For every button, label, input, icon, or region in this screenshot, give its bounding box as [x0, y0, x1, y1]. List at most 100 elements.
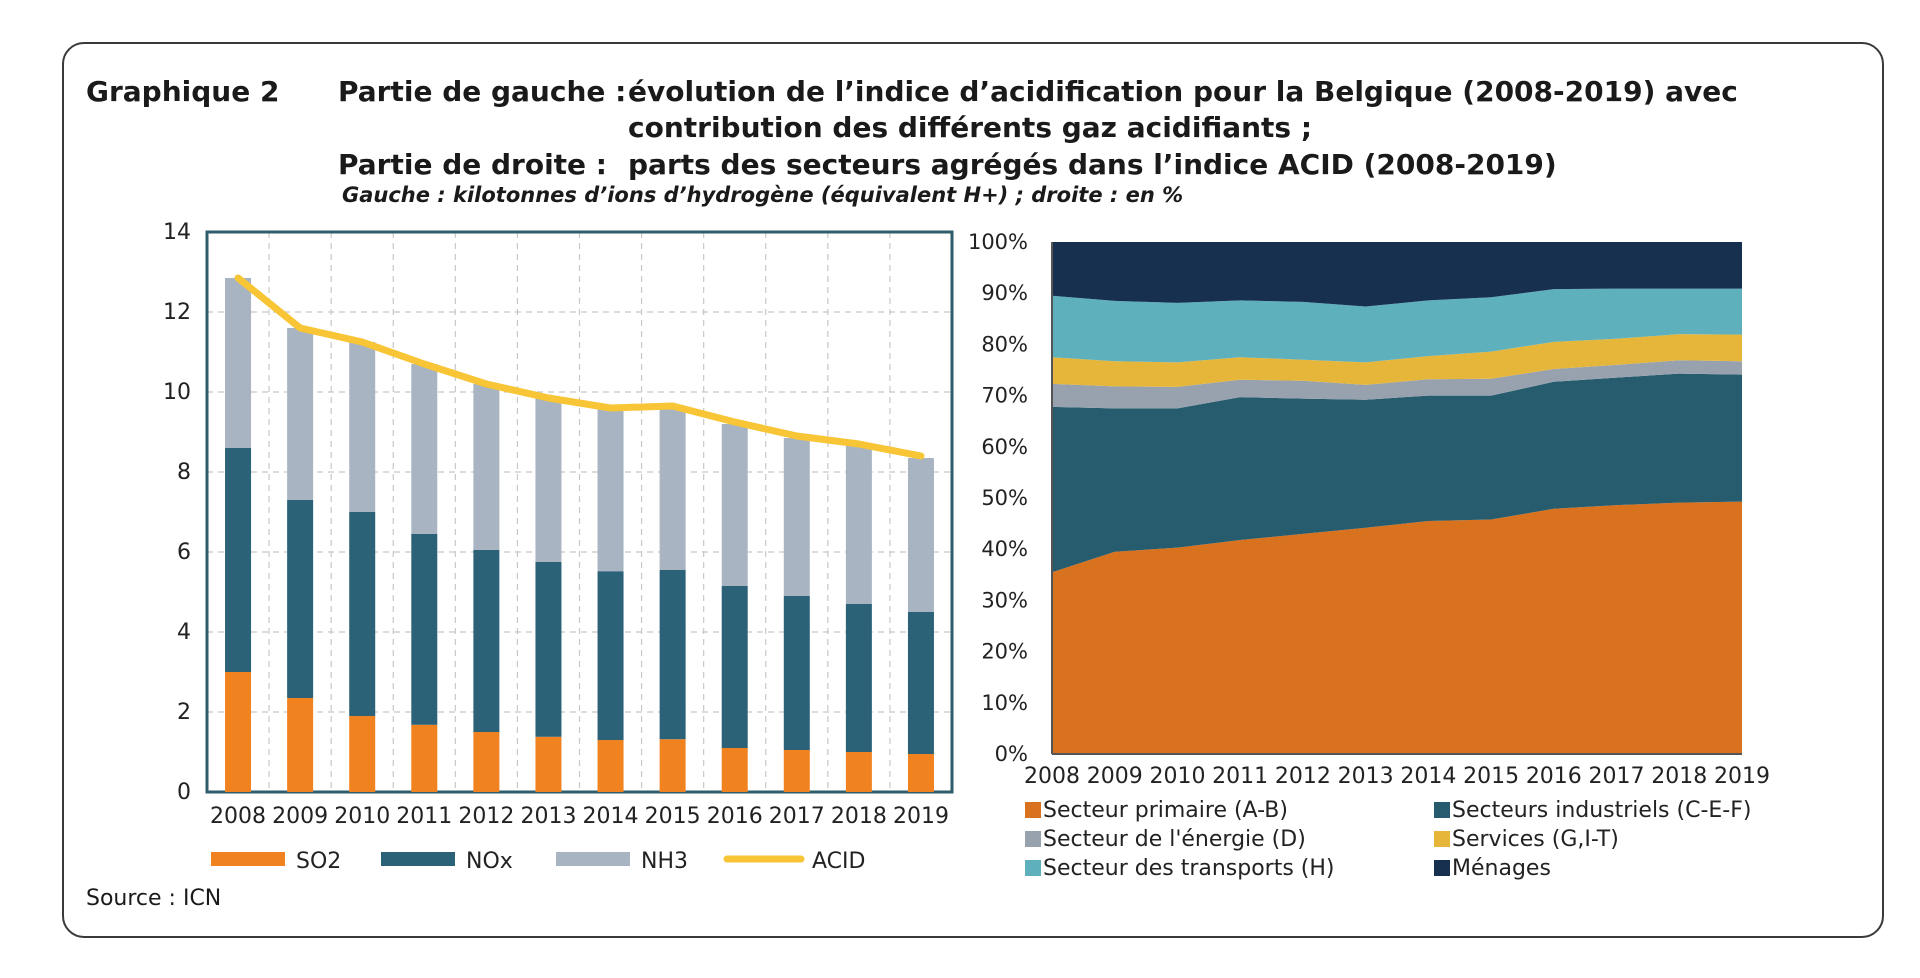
- area-menages: [1052, 242, 1742, 307]
- bar-nh3-2015: [659, 408, 686, 570]
- x-tick-label: 2010: [1149, 764, 1205, 789]
- x-tick-label: 2009: [1087, 764, 1143, 789]
- y-tick-label: 4: [177, 620, 191, 645]
- legend-label-nox: NOx: [466, 849, 513, 874]
- bar-nh3-2016: [721, 424, 748, 586]
- left-part-title-line2: contribution des différents gaz acidifia…: [628, 111, 1313, 144]
- acid-line: [234, 274, 925, 460]
- legend-label-services: Services (G,I-T): [1452, 827, 1619, 852]
- bar-nh3-2009: [287, 328, 314, 500]
- area-services: [1052, 334, 1742, 387]
- y-tick-label: 10: [163, 380, 191, 405]
- y-tick-label: 6: [177, 540, 191, 565]
- bar-so2-2011: [411, 724, 438, 792]
- bar-nh3-2010: [349, 342, 376, 512]
- bar-nox-2009: [287, 500, 314, 698]
- x-tick-label: 2013: [520, 804, 576, 829]
- legend-swatch-menages: [1434, 860, 1450, 876]
- bar-nox-2014: [597, 571, 624, 740]
- sector-share-area-chart: 0% 10% 20% 30% 40% 50% 60% 70% 80% 90% 100% 2008 200…: [968, 230, 1770, 881]
- x-tick-label: 2015: [1463, 764, 1519, 789]
- bar-nh3-2018: [845, 446, 872, 604]
- bar-so2-2014: [597, 740, 624, 792]
- legend-label-energie: Secteur de l'énergie (D): [1043, 827, 1306, 852]
- bar-so2-2015: [659, 739, 686, 792]
- bar-nox-2012: [473, 550, 500, 732]
- y-tick-label: 2: [177, 700, 191, 725]
- x-tick-label: 2019: [893, 804, 949, 829]
- bar-nox-2010: [349, 512, 376, 716]
- left-part-title-line1: évolution de l’indice d’acidification po…: [628, 75, 1738, 108]
- y-tick-label: 0: [177, 780, 191, 805]
- y-tick-label: 90%: [981, 281, 1028, 305]
- bar-so2-2012: [473, 732, 500, 792]
- bar-so2-2010: [349, 716, 376, 792]
- x-tick-label: 2018: [831, 804, 887, 829]
- plot-frame: [205, 230, 954, 794]
- x-tick-label: 2012: [1275, 764, 1331, 789]
- y-tick-label: 10%: [981, 691, 1028, 715]
- bar-nh3-2014: [597, 407, 624, 572]
- area-transports: [1052, 288, 1742, 363]
- bar-nox-2008: [225, 448, 252, 672]
- legend-label-so2: SO2: [296, 849, 341, 874]
- acidification-bar-chart: 2008 2009 2010 2011 2012 2013 2014 2015 2016 2017…: [163, 220, 954, 874]
- graph-label: Graphique 2: [86, 75, 280, 108]
- x-tick-label: 2008: [1024, 764, 1080, 789]
- legend-swatch-nox: [381, 852, 455, 866]
- y-tick-label: 30%: [981, 588, 1028, 612]
- y-tick-label: 14: [163, 220, 191, 245]
- bar-nox-2017: [783, 596, 810, 750]
- bar-so2-2019: [907, 754, 934, 792]
- area-energie: [1052, 360, 1742, 409]
- legend-swatch-transports: [1025, 860, 1041, 876]
- bar-nox-2019: [907, 612, 934, 754]
- legend-swatch-primaire: [1025, 802, 1041, 818]
- x-tick-label: 2010: [334, 804, 390, 829]
- x-tick-label: 2014: [1400, 764, 1456, 789]
- left-part-label: Partie de gauche :: [338, 75, 627, 108]
- x-tick-label: 2013: [1338, 764, 1394, 789]
- bar-nox-2018: [845, 604, 872, 752]
- x-tick-label: 2016: [1526, 764, 1582, 789]
- bar-so2-2008: [225, 672, 252, 792]
- x-tick-label: 2008: [210, 804, 266, 829]
- y-tick-label: 8: [177, 460, 191, 485]
- figure-frame: [62, 42, 1884, 938]
- y-tick-label: 100%: [968, 230, 1028, 254]
- units-note: Gauche : kilotonnes d’ions d’hydrogène (…: [342, 183, 1184, 207]
- legend-label-acid: ACID: [812, 849, 865, 874]
- bar-so2-2013: [535, 736, 562, 792]
- bar-nh3-2011: [411, 364, 438, 534]
- y-tick-label: 50%: [981, 486, 1028, 510]
- area-primaire: [1052, 501, 1742, 754]
- bar-nh3-2012: [473, 384, 500, 550]
- legend-swatch-so2: [211, 852, 285, 866]
- y-tick-label: 0%: [995, 742, 1028, 766]
- right-part-title: parts des secteurs agrégés dans l’indice…: [628, 148, 1557, 181]
- legend-label-transports: Secteur des transports (H): [1043, 856, 1335, 881]
- bar-nox-2013: [535, 562, 562, 737]
- legend-swatch-industriels: [1434, 802, 1450, 818]
- bar-nh3-2008: [225, 278, 252, 448]
- x-tick-label: 2012: [458, 804, 514, 829]
- source-note: Source : ICN: [86, 886, 222, 911]
- x-tick-label: 2011: [1212, 764, 1268, 789]
- legend-label-primaire: Secteur primaire (A-B): [1043, 798, 1288, 823]
- x-tick-label: 2015: [645, 804, 701, 829]
- x-tick-label: 2009: [272, 804, 328, 829]
- y-tick-label: 40%: [981, 537, 1028, 561]
- y-tick-label: 12: [163, 300, 191, 325]
- x-tick-label: 2018: [1651, 764, 1707, 789]
- area-industriels: [1052, 373, 1742, 573]
- bar-nox-2016: [721, 586, 748, 748]
- legend-label-industriels: Secteurs industriels (C-E-F): [1452, 798, 1751, 823]
- x-tick-label: 2017: [769, 804, 825, 829]
- bar-nox-2011: [411, 534, 438, 725]
- legend-label-menages: Ménages: [1452, 856, 1551, 881]
- y-tick-label: 70%: [981, 384, 1028, 408]
- bar-so2-2009: [287, 698, 314, 792]
- bar-so2-2018: [845, 752, 872, 792]
- bar-nh3-2017: [783, 438, 810, 596]
- legend-swatch-nh3: [556, 852, 630, 866]
